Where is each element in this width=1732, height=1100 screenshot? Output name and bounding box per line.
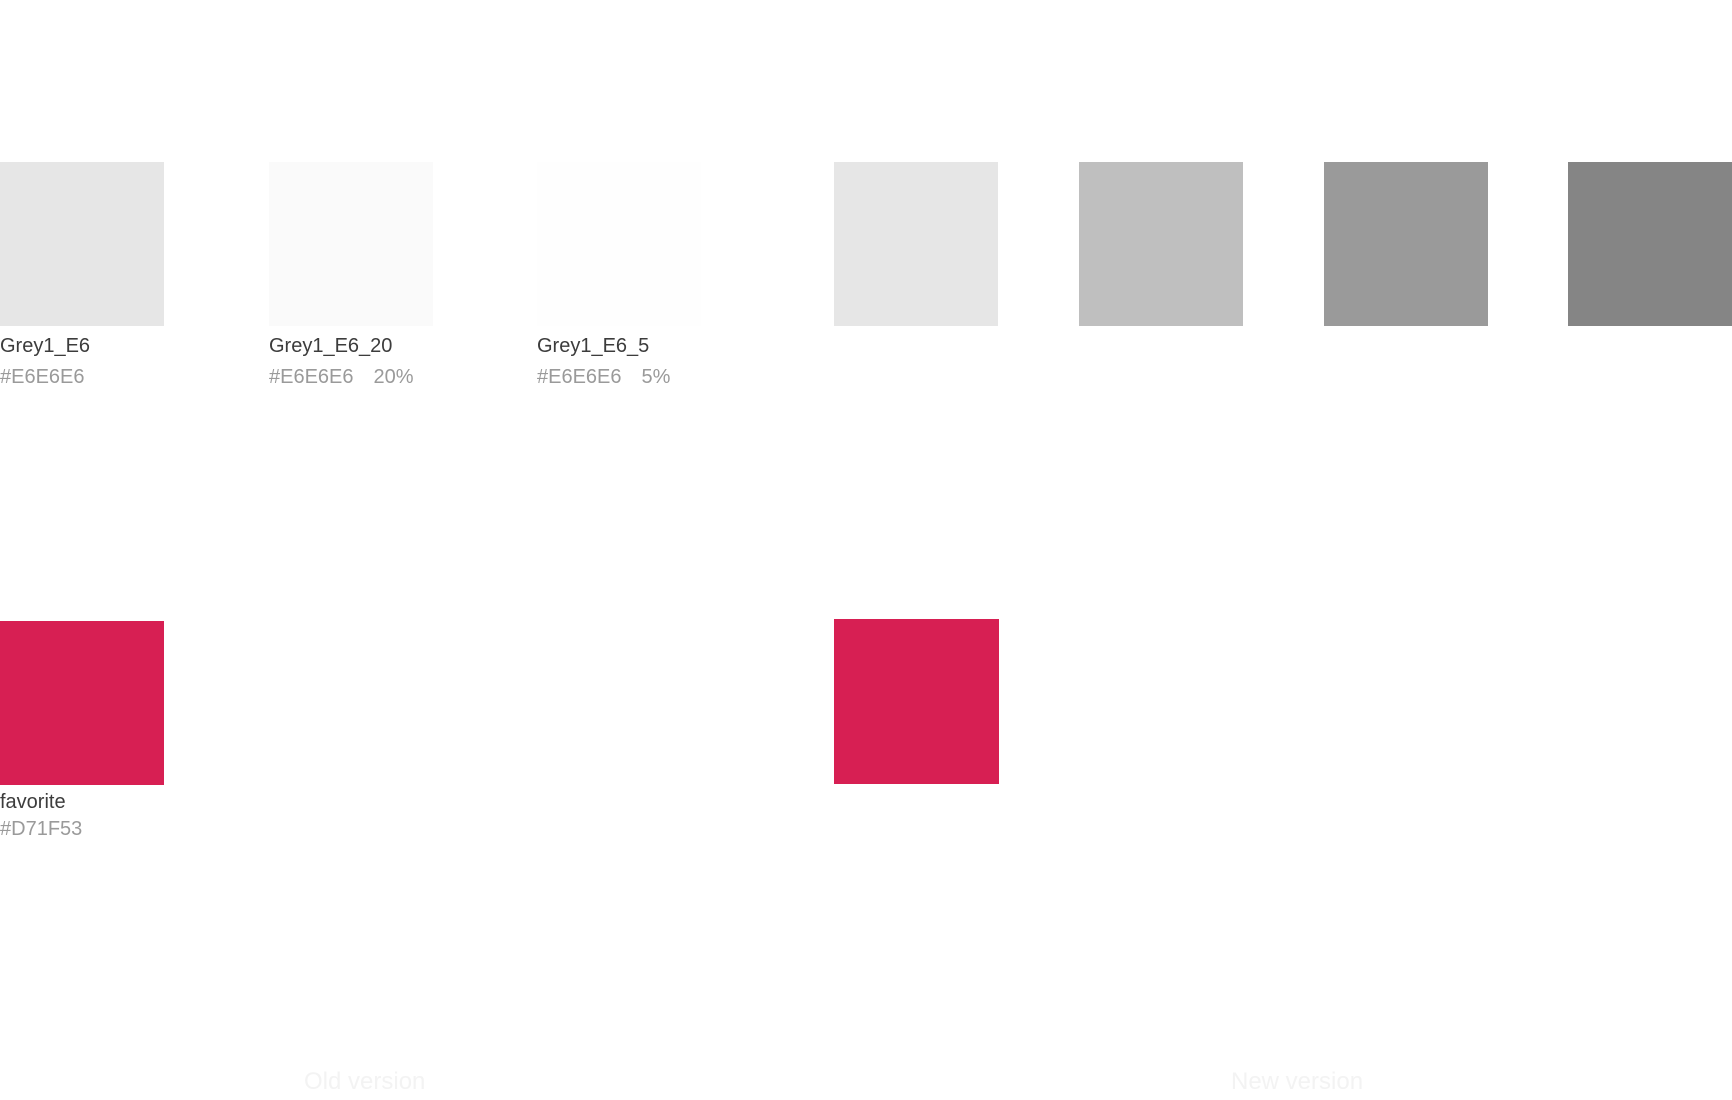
new-swatch-favorite bbox=[834, 619, 999, 784]
swatch-name-grey1-e6-5: Grey1_E6_5 bbox=[537, 335, 650, 357]
new-swatch-grey-4 bbox=[1568, 162, 1732, 326]
new-swatch-grey-1 bbox=[834, 162, 998, 326]
swatch-grey1-e6-20 bbox=[269, 162, 433, 326]
new-swatch-grey-2 bbox=[1079, 162, 1243, 326]
swatch-grey1-e6 bbox=[0, 162, 164, 326]
swatch-name-grey1-e6-20: Grey1_E6_20 bbox=[269, 335, 393, 357]
swatch-hex-grey1-e6-5: #E6E6E6 5% bbox=[537, 365, 670, 389]
swatch-opacity: 5% bbox=[641, 366, 671, 388]
old-version-label: Old version bbox=[304, 1068, 426, 1095]
swatch-hex-favorite: #D71F53 bbox=[0, 817, 82, 841]
new-version-label: New version bbox=[1231, 1068, 1364, 1095]
swatch-hex-grey1-e6-20: #E6E6E6 20% bbox=[269, 365, 414, 389]
swatch-name-grey1-e6: Grey1_E6 bbox=[0, 335, 91, 357]
swatch-favorite bbox=[0, 621, 164, 785]
new-swatch-grey-3 bbox=[1324, 162, 1488, 326]
swatch-hex-value: #D71F53 bbox=[0, 818, 83, 840]
swatch-hex-value: #E6E6E6 bbox=[0, 366, 85, 388]
swatch-hex-grey1-e6: #E6E6E6 bbox=[0, 365, 85, 389]
swatch-hex-value: #E6E6E6 bbox=[269, 366, 354, 388]
swatch-grey1-e6-5 bbox=[537, 162, 701, 326]
swatch-name-favorite: favorite bbox=[0, 791, 66, 813]
swatch-opacity: 20% bbox=[373, 366, 414, 388]
swatch-hex-value: #E6E6E6 bbox=[537, 366, 622, 388]
